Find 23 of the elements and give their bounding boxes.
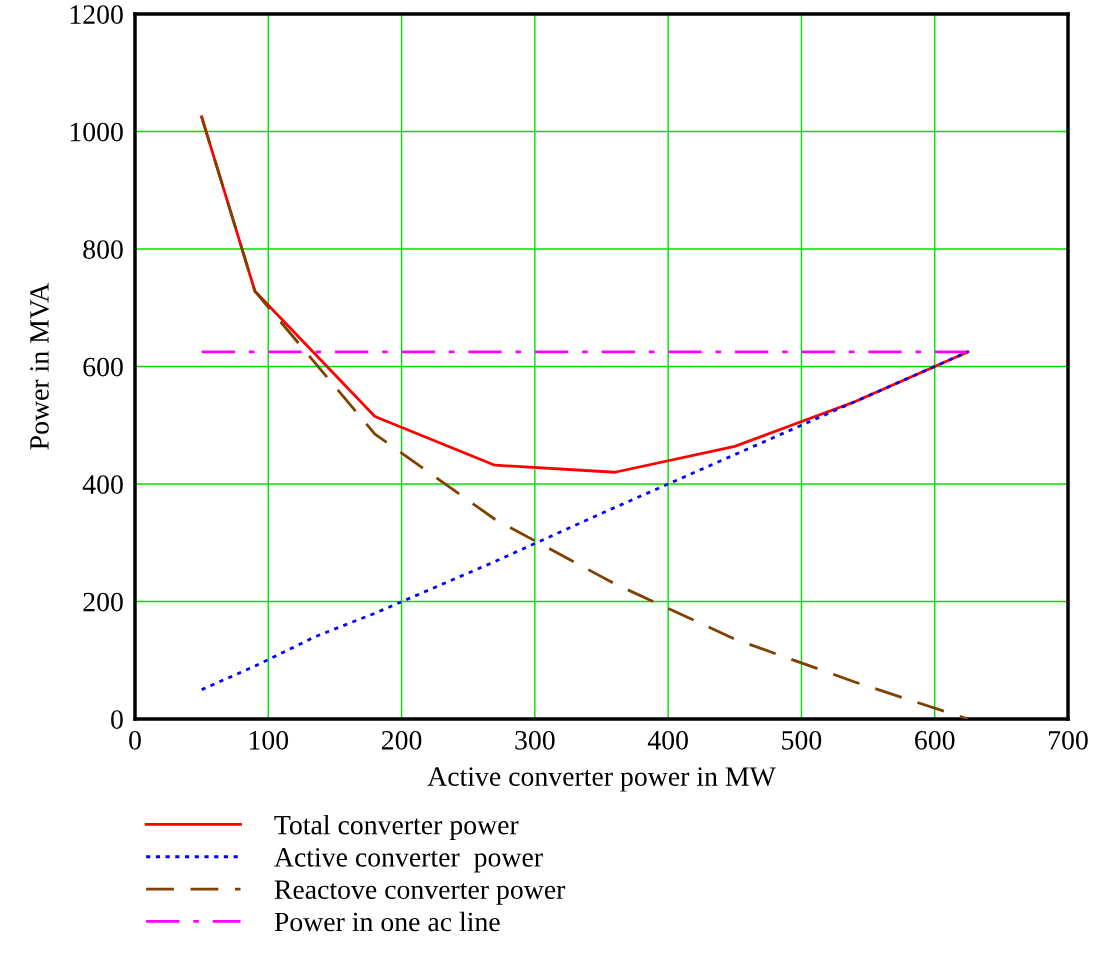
y-tick-label: 1200 [70,5,123,24]
x-tick-label: 500 [782,730,822,750]
legend-label: Total converter power [274,814,519,841]
y-tick-label: 200 [83,592,123,612]
y-tick-label: 0 [111,710,123,729]
y-tick-label: 600 [83,357,123,377]
legend-label: Active converter power [274,848,543,873]
legend-label: Reactove converter power [274,880,566,905]
x-tick-label: 100 [249,730,289,750]
x-tick-label: 700 [1049,730,1088,750]
x-tick-label: 0 [129,730,141,750]
x-tick-label: 400 [647,730,688,750]
y-axis-title: Power in MVA [30,282,49,450]
legend-label: Power in one ac line [274,911,500,932]
x-axis-title: Active converter power in MW [427,767,776,792]
x-tick-label: 300 [515,730,555,750]
line-series [200,350,970,692]
x-tick-label: 600 [915,730,955,750]
y-tick-label: 1000 [70,122,123,142]
y-tick-label: 800 [83,240,123,259]
line-series [200,115,970,719]
y-tick-label: 400 [82,475,123,494]
x-tick-label: 200 [381,730,422,750]
